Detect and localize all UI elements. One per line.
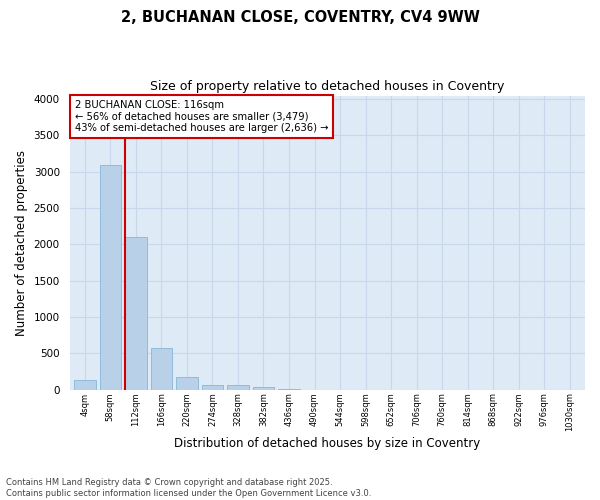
Bar [202, 384, 223, 390]
X-axis label: Distribution of detached houses by size in Coventry: Distribution of detached houses by size … [174, 437, 481, 450]
Text: 2, BUCHANAN CLOSE, COVENTRY, CV4 9WW: 2, BUCHANAN CLOSE, COVENTRY, CV4 9WW [121, 10, 479, 25]
Bar [253, 387, 274, 390]
Bar [74, 380, 95, 390]
Bar [151, 348, 172, 390]
Bar [100, 164, 121, 390]
Y-axis label: Number of detached properties: Number of detached properties [15, 150, 28, 336]
Bar [125, 237, 147, 390]
Text: Contains HM Land Registry data © Crown copyright and database right 2025.
Contai: Contains HM Land Registry data © Crown c… [6, 478, 371, 498]
Title: Size of property relative to detached houses in Coventry: Size of property relative to detached ho… [150, 80, 505, 93]
Bar [227, 386, 249, 390]
Bar [278, 389, 300, 390]
Text: 2 BUCHANAN CLOSE: 116sqm
← 56% of detached houses are smaller (3,479)
43% of sem: 2 BUCHANAN CLOSE: 116sqm ← 56% of detach… [74, 100, 328, 133]
Bar [176, 376, 198, 390]
